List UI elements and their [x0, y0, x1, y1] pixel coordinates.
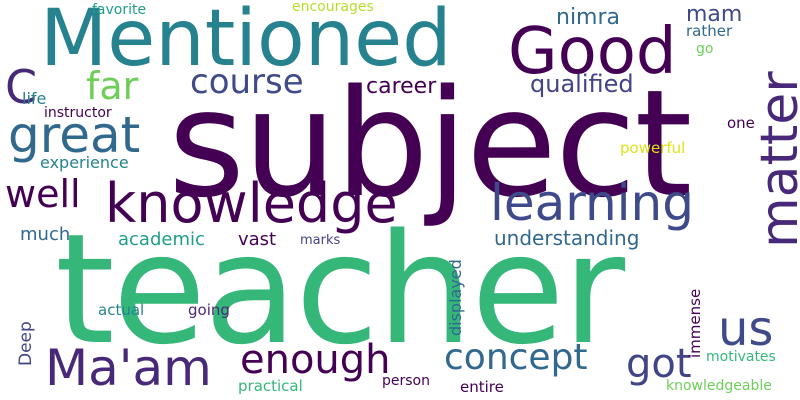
word-experience: experience — [40, 153, 129, 172]
word-marks: marks — [300, 233, 341, 248]
word-career: career — [366, 74, 437, 99]
word-mentioned: Mentioned — [40, 0, 452, 84]
word-mam: mam — [686, 2, 743, 27]
word-well: well — [5, 172, 81, 216]
word-us: us — [718, 301, 774, 357]
word-understanding: understanding — [494, 226, 640, 250]
word-knowledgeable: knowledgeable — [666, 378, 772, 394]
word-maam-cap: Ma'am — [45, 339, 212, 397]
word-entire: entire — [460, 378, 504, 396]
word-course: course — [190, 62, 304, 102]
word-powerful: powerful — [620, 139, 686, 157]
word-much: much — [20, 224, 71, 245]
word-matter: matter — [750, 71, 800, 248]
word-one: one — [727, 114, 755, 132]
word-practical: practical — [238, 377, 303, 395]
word-motivates: motivates — [706, 349, 776, 365]
word-subject: subject — [168, 58, 692, 230]
word-encourages: encourages — [292, 0, 374, 15]
word-enough: enough — [240, 337, 391, 383]
word-person: person — [382, 373, 430, 389]
word-knowledge: knowledge — [105, 172, 398, 235]
word-concept: concept — [444, 337, 588, 378]
word-vast: vast — [238, 229, 277, 250]
word-go: go — [696, 41, 714, 57]
word-far: far — [86, 64, 139, 108]
word-good: Good — [508, 15, 677, 89]
word-favorite: favorite — [92, 2, 147, 18]
word-going: going — [188, 301, 230, 319]
word-nimra: nimra — [556, 5, 621, 30]
word-actual: actual — [98, 301, 145, 319]
word-instructor: instructor — [44, 105, 112, 121]
word-rather: rather — [686, 22, 733, 40]
word-got: got — [626, 341, 692, 387]
word-great: great — [8, 106, 141, 164]
word-immense: immense — [686, 288, 704, 358]
word-deep: Deep — [16, 321, 36, 366]
word-learning: learning — [490, 174, 694, 232]
word-c: C — [5, 60, 38, 114]
word-life: life — [22, 89, 47, 108]
word-displayed: displayed — [446, 259, 465, 336]
word-teacher: teacher — [55, 201, 625, 378]
word-qualified: qualified — [530, 70, 634, 98]
word-academic: academic — [118, 229, 205, 250]
